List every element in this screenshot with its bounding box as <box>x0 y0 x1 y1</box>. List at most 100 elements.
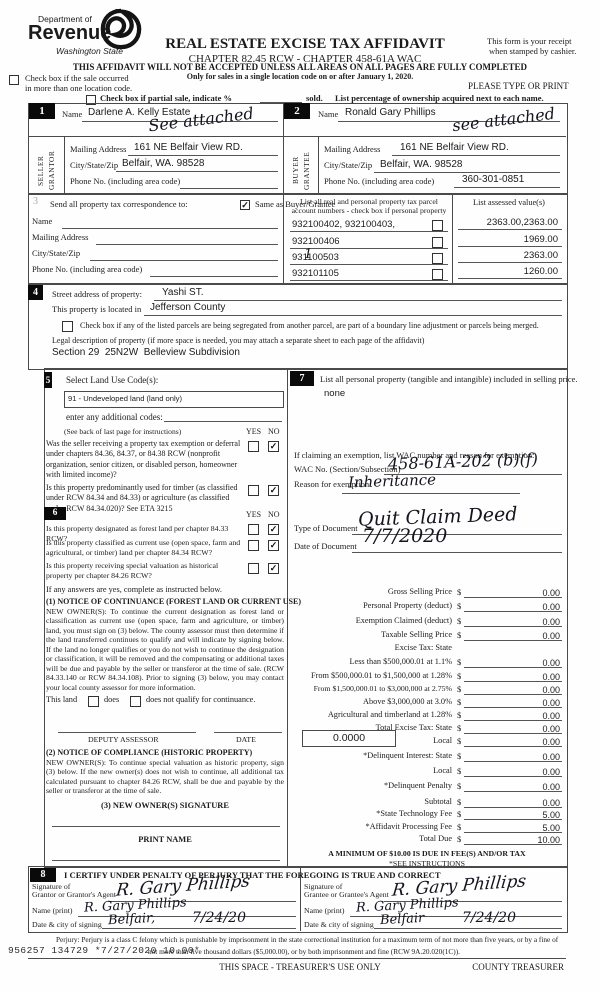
tax-field-total-due[interactable] <box>464 834 562 845</box>
tax-field-tier2[interactable] <box>464 671 562 682</box>
seller-name-field[interactable] <box>82 112 278 122</box>
does-qualify-checkbox[interactable] <box>88 696 99 707</box>
designation-q2-no-checkbox[interactable]: ✓ <box>268 540 279 551</box>
tax-field-tech-fee[interactable] <box>464 809 562 820</box>
segregated-checkbox[interactable] <box>62 321 73 332</box>
designation-q2-yes-checkbox[interactable] <box>248 540 259 551</box>
print-name-field[interactable] <box>52 852 280 861</box>
exemption-claim-label: If claiming an exemption, list WAC numbe… <box>294 450 535 460</box>
corr-name-field[interactable] <box>62 219 278 229</box>
local-rate-box[interactable]: 0.0000 <box>302 730 396 747</box>
tax-field-exemption[interactable] <box>464 616 562 627</box>
parcel-number-3: 931100503 <box>292 252 339 263</box>
corr-mailing-field[interactable] <box>96 235 278 245</box>
notice2-title: (2) NOTICE OF COMPLIANCE (HISTORIC PROPE… <box>46 748 253 757</box>
parcel-personal-checkbox-4[interactable] <box>432 269 443 280</box>
designation-q3-no-checkbox[interactable]: ✓ <box>268 563 279 574</box>
tax-field-gross[interactable] <box>464 587 562 598</box>
grantor-date-city-label: Date & city of signing <box>32 920 102 929</box>
seller-city-field[interactable] <box>116 163 278 172</box>
landuse-q2-no-checkbox[interactable]: ✓ <box>268 485 279 496</box>
partial-sale-label: Check box if partial sale, indicate % <box>100 93 232 103</box>
new-owner-signature-field[interactable] <box>52 818 280 827</box>
parties-divider <box>283 103 284 193</box>
landuse-q1-no-checkbox[interactable]: ✓ <box>268 441 279 452</box>
tax-field-processing-fee[interactable] <box>464 822 562 833</box>
tax-label-taxable: Taxable Selling Price <box>381 630 452 639</box>
exemption-reason-label: Reason for exemption <box>294 479 370 489</box>
located-in-field[interactable] <box>144 307 562 316</box>
designation-q3-yes-checkbox[interactable] <box>248 563 259 574</box>
designation-q1-yes-checkbox[interactable] <box>248 524 259 535</box>
assessor-date-field[interactable] <box>214 724 282 733</box>
grantee-signature-field[interactable] <box>384 893 562 902</box>
grantor-date-city-field[interactable] <box>102 921 296 929</box>
grantee-date-value: 7/24/20 <box>462 910 516 926</box>
tax-field-local1[interactable] <box>464 736 562 747</box>
tax-field-subtotal[interactable] <box>464 797 562 808</box>
grantor-signature-label2: Grantor or Grantor's Agent <box>32 890 116 899</box>
tax-field-tier4[interactable] <box>464 697 562 708</box>
designation-q1-no-checkbox[interactable]: ✓ <box>268 524 279 535</box>
tax-field-taxable[interactable] <box>464 630 562 641</box>
seller-phone-field[interactable] <box>180 180 278 189</box>
grantee-date-city-field[interactable] <box>374 921 562 929</box>
grantor-print-field[interactable] <box>78 908 296 917</box>
does-not-qualify-checkbox[interactable] <box>130 696 141 707</box>
parcel-personal-checkbox-1[interactable] <box>432 220 443 231</box>
certify-divider <box>300 866 301 931</box>
deputy-assessor-field[interactable] <box>58 724 196 733</box>
single-location-note: Only for sales in a single location code… <box>186 72 414 81</box>
dor-swirl-logo-icon <box>100 8 142 55</box>
partial-sale-checkbox[interactable] <box>86 95 96 105</box>
grantor-signature-field[interactable] <box>108 893 296 902</box>
buyer-mailing-field[interactable] <box>392 147 560 156</box>
tax-field-tier1[interactable] <box>464 657 562 668</box>
assessed-line-2 <box>458 237 562 247</box>
grantee-print-field[interactable] <box>350 908 562 917</box>
tax-label-exemption: Exemption Claimed (deduct) <box>355 616 452 625</box>
tax-field-delinq-interest[interactable] <box>464 751 562 762</box>
buyer-city-field[interactable] <box>374 164 560 173</box>
tax-label-tier2: From $500,000.01 to $1,500,000 at 1.28% <box>310 671 452 680</box>
tax-field-tier3[interactable] <box>464 684 562 695</box>
partial-sale-percent-field[interactable] <box>260 93 302 103</box>
landuse-q2-yes-checkbox[interactable] <box>248 485 259 496</box>
parcel-line-2 <box>290 239 448 249</box>
multi-location-checkbox[interactable] <box>9 75 19 85</box>
seller-mailing-field[interactable] <box>128 147 278 156</box>
personal-property-value: none <box>324 388 346 399</box>
additional-codes-field[interactable] <box>164 413 282 422</box>
tax-field-delinq-penalty[interactable] <box>464 781 562 792</box>
corr-city-label: City/State/Zip <box>32 248 81 258</box>
landuse-q1-yes-checkbox[interactable] <box>248 441 259 452</box>
tax-field-total-state[interactable] <box>464 723 562 734</box>
grantee-signature-label1: Signature of <box>304 882 343 891</box>
tax-field-local2[interactable] <box>464 766 562 777</box>
tax-value-local1: 0.00 <box>542 737 560 747</box>
same-as-buyer-checkbox[interactable]: ✓ <box>240 200 250 210</box>
dollar-icon: $ <box>457 781 462 791</box>
doc-date-field[interactable] <box>352 544 562 553</box>
parcel-personal-checkbox-2[interactable] <box>432 237 443 248</box>
form-subtitle: CHAPTER 82.45 RCW - CHAPTER 458-61A WAC <box>188 53 422 65</box>
parcel-personal-checkbox-3[interactable] <box>432 253 443 264</box>
wac-number-field[interactable] <box>384 466 562 475</box>
corr-city-field[interactable] <box>90 251 278 261</box>
tax-value-delinq-penalty: 0.00 <box>542 782 560 792</box>
exemption-reason-field[interactable] <box>342 485 520 494</box>
dollar-icon: $ <box>457 710 462 720</box>
doc-type-label: Type of Document <box>294 523 358 533</box>
corr-phone-field[interactable] <box>150 267 278 277</box>
tax-field-agricultural[interactable] <box>464 710 562 721</box>
tax-field-personal[interactable] <box>464 601 562 612</box>
buyer-name-field[interactable] <box>338 112 560 122</box>
street-address-field[interactable] <box>154 292 562 301</box>
doc-type-field[interactable] <box>352 526 562 535</box>
landuse-q1-text: Was the seller receiving a property tax … <box>46 439 241 479</box>
land-use-select-label: Select Land Use Code(s): <box>66 375 159 385</box>
county-treasurer-label: COUNTY TREASURER <box>472 962 564 972</box>
sold-label: sold. <box>306 93 323 103</box>
land-use-code-select[interactable] <box>64 391 284 408</box>
buyer-phone-field[interactable] <box>454 179 560 188</box>
